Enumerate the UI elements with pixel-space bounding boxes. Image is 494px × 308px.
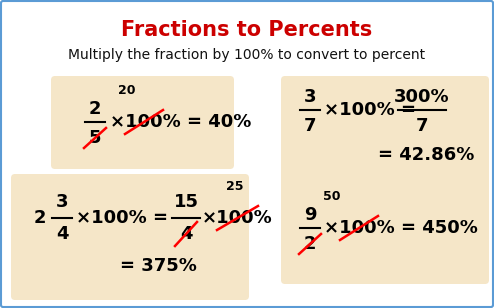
Text: ×100% =: ×100% = (324, 101, 416, 119)
FancyBboxPatch shape (11, 174, 249, 300)
Text: 2: 2 (89, 100, 101, 118)
Text: 300%: 300% (394, 88, 450, 106)
Text: 9: 9 (304, 206, 316, 224)
FancyBboxPatch shape (51, 76, 234, 169)
Text: 2: 2 (304, 235, 316, 253)
Text: 15: 15 (173, 193, 199, 211)
Text: 3: 3 (56, 193, 68, 211)
Text: Multiply the fraction by 100% to convert to percent: Multiply the fraction by 100% to convert… (69, 48, 425, 62)
Text: 2: 2 (34, 209, 46, 227)
Text: 7: 7 (416, 117, 428, 135)
Text: ×100% =: ×100% = (76, 209, 168, 227)
Text: Fractions to Percents: Fractions to Percents (122, 20, 372, 40)
Text: 7: 7 (304, 117, 316, 135)
Text: ×100% = 450%: ×100% = 450% (324, 219, 478, 237)
Text: 5: 5 (89, 129, 101, 147)
Text: ×100%: ×100% (202, 209, 273, 227)
Text: 25: 25 (226, 180, 244, 192)
Text: = 375%: = 375% (120, 257, 197, 275)
Text: = 42.86%: = 42.86% (378, 146, 474, 164)
Text: ×100% = 40%: ×100% = 40% (110, 113, 251, 131)
Text: 4: 4 (56, 225, 68, 243)
Text: 20: 20 (118, 83, 136, 96)
FancyBboxPatch shape (281, 76, 489, 194)
Text: 4: 4 (180, 225, 192, 243)
Text: 50: 50 (323, 189, 341, 202)
Text: 3: 3 (304, 88, 316, 106)
FancyBboxPatch shape (281, 181, 489, 284)
